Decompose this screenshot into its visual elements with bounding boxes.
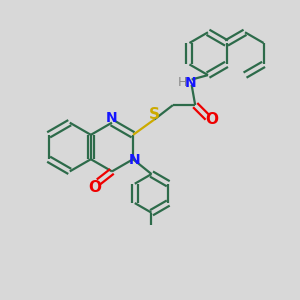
Text: N: N xyxy=(184,76,196,89)
Text: N: N xyxy=(106,111,118,124)
Text: H: H xyxy=(178,76,188,89)
Text: O: O xyxy=(205,112,218,128)
Text: S: S xyxy=(149,107,160,122)
Text: O: O xyxy=(88,180,101,195)
Text: N: N xyxy=(129,153,140,167)
